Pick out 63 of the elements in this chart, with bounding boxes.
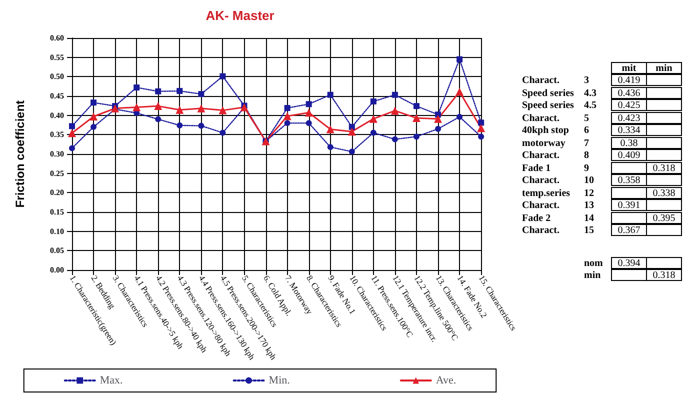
text: 0.318	[652, 162, 676, 174]
category-label: 3	[584, 75, 589, 86]
category-label: 14	[584, 212, 594, 224]
category-label: 13	[584, 200, 594, 212]
text: 0.425	[618, 100, 640, 112]
y-tick-label: 0.00	[50, 266, 64, 274]
category-label: 5	[584, 112, 589, 124]
text: 0.358	[618, 175, 640, 186]
text: 0.436	[618, 88, 640, 99]
text: 0.338	[652, 188, 676, 199]
category-label: 4.5	[584, 100, 596, 112]
category-label: Speed series	[522, 100, 574, 112]
legend-label: Ave.	[436, 374, 456, 386]
category-label: Fade 1	[522, 162, 551, 174]
category-label: min	[646, 62, 682, 74]
y-tick-label: 0.45	[50, 92, 64, 100]
category-label: min	[584, 270, 601, 282]
category-label: Fade 2	[522, 212, 551, 224]
category-label: temp.series	[522, 188, 570, 199]
text: 0.394	[618, 258, 640, 269]
category-label: 40kph stop	[522, 125, 569, 136]
text: 0.318	[652, 270, 676, 282]
category-label: Charact.	[522, 112, 560, 124]
text: 0.38	[620, 138, 638, 149]
y-tick-label: 0.10	[50, 226, 64, 236]
category-label: Charact.	[522, 200, 560, 212]
category-label: 12	[584, 188, 594, 199]
category-label: 9	[584, 162, 589, 174]
y-tick-label: 0.60	[50, 34, 64, 42]
chart-title: AK- Master	[206, 8, 274, 23]
category-label: Charact.	[522, 75, 560, 86]
category-label: Speed series	[522, 88, 574, 99]
text: 0.409	[618, 150, 640, 162]
y-tick-label: 0.25	[50, 168, 64, 178]
category-label: mit	[611, 62, 647, 74]
category-label: 10	[584, 175, 594, 186]
y-tick-label: 0.40	[50, 110, 64, 120]
legend-label: Max.	[100, 374, 124, 386]
category-label: Charact.	[522, 150, 560, 162]
text: 0.334	[618, 125, 640, 136]
category-label: nom	[584, 258, 603, 269]
category-label: 8	[584, 150, 589, 162]
category-label: 4.3	[584, 88, 596, 99]
text: 0.391	[618, 200, 640, 212]
y-tick-label: 0.20	[50, 188, 64, 198]
y-tick-label: 0.15	[50, 208, 64, 216]
y-tick-label: 0.05	[50, 246, 64, 256]
category-label: 6	[584, 125, 589, 136]
category-label: 15	[584, 225, 594, 236]
text: 0.395	[652, 212, 676, 224]
legend-label: Min.	[268, 374, 290, 386]
category-label: Charact.	[522, 175, 560, 186]
text: 0.423	[618, 112, 640, 124]
y-tick-label: 0.50	[50, 72, 64, 82]
category-label: Charact.	[522, 225, 560, 236]
text: 0.419	[618, 75, 640, 86]
y-tick-label: 0.55	[50, 52, 64, 62]
y-axis-title: Friction coefficient	[13, 100, 27, 208]
category-label: motorway	[522, 138, 566, 149]
category-label: 7	[584, 138, 589, 149]
text: 0.367	[618, 225, 640, 236]
y-tick-label: 0.35	[50, 130, 64, 140]
y-tick-label: 0.30	[50, 150, 64, 158]
